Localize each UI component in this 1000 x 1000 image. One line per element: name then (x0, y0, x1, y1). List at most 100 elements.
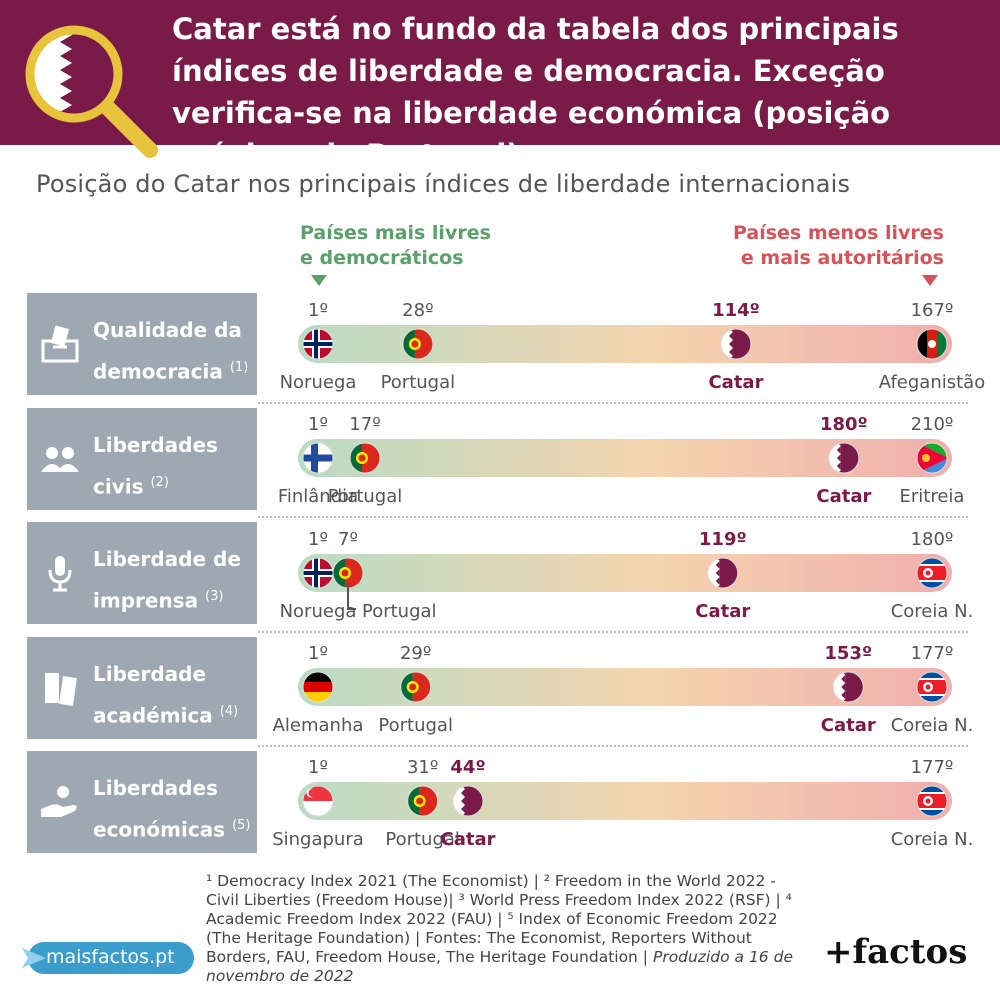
row-divider (258, 402, 968, 404)
country-label: Coreia N. (891, 601, 974, 622)
footnote-ref: (2) (150, 475, 169, 490)
flag-marker-germany (302, 671, 334, 703)
flag-marker-north-korea (916, 671, 948, 703)
row-divider (258, 631, 968, 633)
flag-marker-singapore (302, 785, 334, 817)
footnote-ref: (3) (205, 589, 224, 604)
flag-marker-portugal (407, 785, 439, 817)
legend-unfree: Países menos livres e mais autoritários (733, 221, 944, 271)
legend-unfree-line1: Países menos livres (732, 222, 944, 244)
flag-marker-qatar (452, 785, 484, 817)
flag-marker-eritrea (916, 442, 948, 474)
rank-bar (298, 554, 952, 592)
flag-marker-portugal (402, 328, 434, 360)
rank-label: 180º (911, 529, 954, 550)
sources-footnote: ¹ Democracy Index 2021 (The Economist) |… (206, 872, 806, 986)
country-label: Eritreia (900, 486, 965, 507)
row-label-line1: Liberdades (93, 776, 218, 800)
country-label: Portugal (362, 601, 437, 622)
row-label-line2: económicas (93, 817, 226, 842)
row-label-democracy: Qualidade da democracia (1) (27, 293, 257, 395)
country-label: Catar (695, 601, 750, 622)
books-icon (45, 673, 77, 706)
country-label: Alemanha (273, 715, 364, 736)
country-label: Portugal (385, 829, 460, 850)
country-label: Catar (821, 715, 876, 736)
flag-marker-qatar (832, 671, 864, 703)
rank-label: 119º (699, 529, 747, 550)
row-label-line1: Liberdade de (93, 547, 241, 571)
rank-bar (298, 668, 952, 706)
rank-label: 17º (349, 414, 380, 435)
triangle-down-icon (311, 275, 327, 286)
header-banner: Catar está no fundo da tabela dos princi… (0, 0, 1000, 172)
magnifier-qatar-flag-icon (25, 25, 158, 158)
rank-label: 177º (911, 757, 954, 778)
country-label: Portugal (381, 372, 456, 393)
rank-bar (298, 782, 952, 820)
rank-label: 44º (450, 757, 485, 778)
rank-label: 153º (824, 643, 872, 664)
site-link[interactable]: maisfactos.pt (46, 946, 175, 968)
country-label: Portugal (378, 715, 453, 736)
flag-marker-portugal (349, 442, 381, 474)
row-label-line1: Liberdade (93, 662, 207, 686)
rank-bar (298, 439, 952, 477)
legend-free-line1: Países mais livres (300, 222, 491, 244)
flag-marker-qatar (828, 442, 860, 474)
rank-label: 31º (407, 757, 438, 778)
rank-label: 1º (308, 643, 328, 664)
brand-logo: +factos (824, 932, 968, 972)
footnote-ref: (5) (232, 818, 251, 833)
row-label-line1: Liberdades (93, 433, 218, 457)
row-label-line2: imprensa (93, 588, 199, 613)
country-label: Afeganistão (879, 372, 985, 393)
rank-label: 1º (308, 300, 328, 321)
ballot-box-icon (41, 325, 79, 363)
country-label: Coreia N. (891, 715, 974, 736)
hand-coin-icon (41, 786, 77, 817)
legend-free: Países mais livres e democráticos (300, 221, 491, 271)
flag-marker-portugal (332, 557, 364, 589)
rank-label: 1º (308, 529, 328, 550)
country-label: Singapura (272, 829, 364, 850)
rank-label: 7º (338, 529, 358, 550)
flag-marker-finland (302, 442, 334, 474)
flag-marker-afghanistan (916, 328, 948, 360)
chart-subtitle: Posição do Catar nos principais índices … (36, 170, 851, 198)
legend-free-line2: e democráticos (300, 247, 464, 269)
row-label-academic: Liberdade académica (4) (27, 637, 257, 739)
country-label: Noruega (280, 372, 357, 393)
row-label-line2: académica (93, 703, 213, 728)
legend-unfree-line2: e mais autoritários (740, 247, 944, 269)
flag-marker-north-korea (916, 785, 948, 817)
country-label: Catar (441, 829, 496, 850)
triangle-down-icon (922, 275, 938, 286)
rank-bar (298, 325, 952, 363)
rank-label: 29º (400, 643, 431, 664)
rank-label: 1º (308, 414, 328, 435)
flag-marker-north-korea (916, 557, 948, 589)
microphone-icon (48, 556, 72, 592)
sources-text: ¹ Democracy Index 2021 (The Economist) |… (206, 872, 792, 966)
production-date: Produzido a 16 de novembro de 2022 (206, 948, 793, 985)
row-label-press: Liberdade de imprensa (3) (27, 522, 257, 624)
flag-marker-qatar (720, 328, 752, 360)
site-badge[interactable] (20, 938, 196, 978)
row-label-economic: Liberdades económicas (5) (27, 751, 257, 853)
people-icon (41, 447, 79, 472)
country-label: Finlândia (278, 486, 358, 507)
row-label-line2: democracia (93, 359, 223, 384)
rank-label: 210º (911, 414, 954, 435)
row-label-civil: Liberdades civis (2) (27, 408, 257, 510)
country-label: Coreia N. (891, 829, 974, 850)
country-label: Noruega (280, 601, 357, 622)
flag-marker-portugal (400, 671, 432, 703)
row-divider (258, 516, 968, 518)
leader-line (347, 583, 356, 610)
row-divider (258, 745, 968, 747)
flag-marker-norway (302, 328, 334, 360)
rank-label: 1º (308, 757, 328, 778)
country-label: Catar (708, 372, 763, 393)
rank-label: 177º (911, 643, 954, 664)
